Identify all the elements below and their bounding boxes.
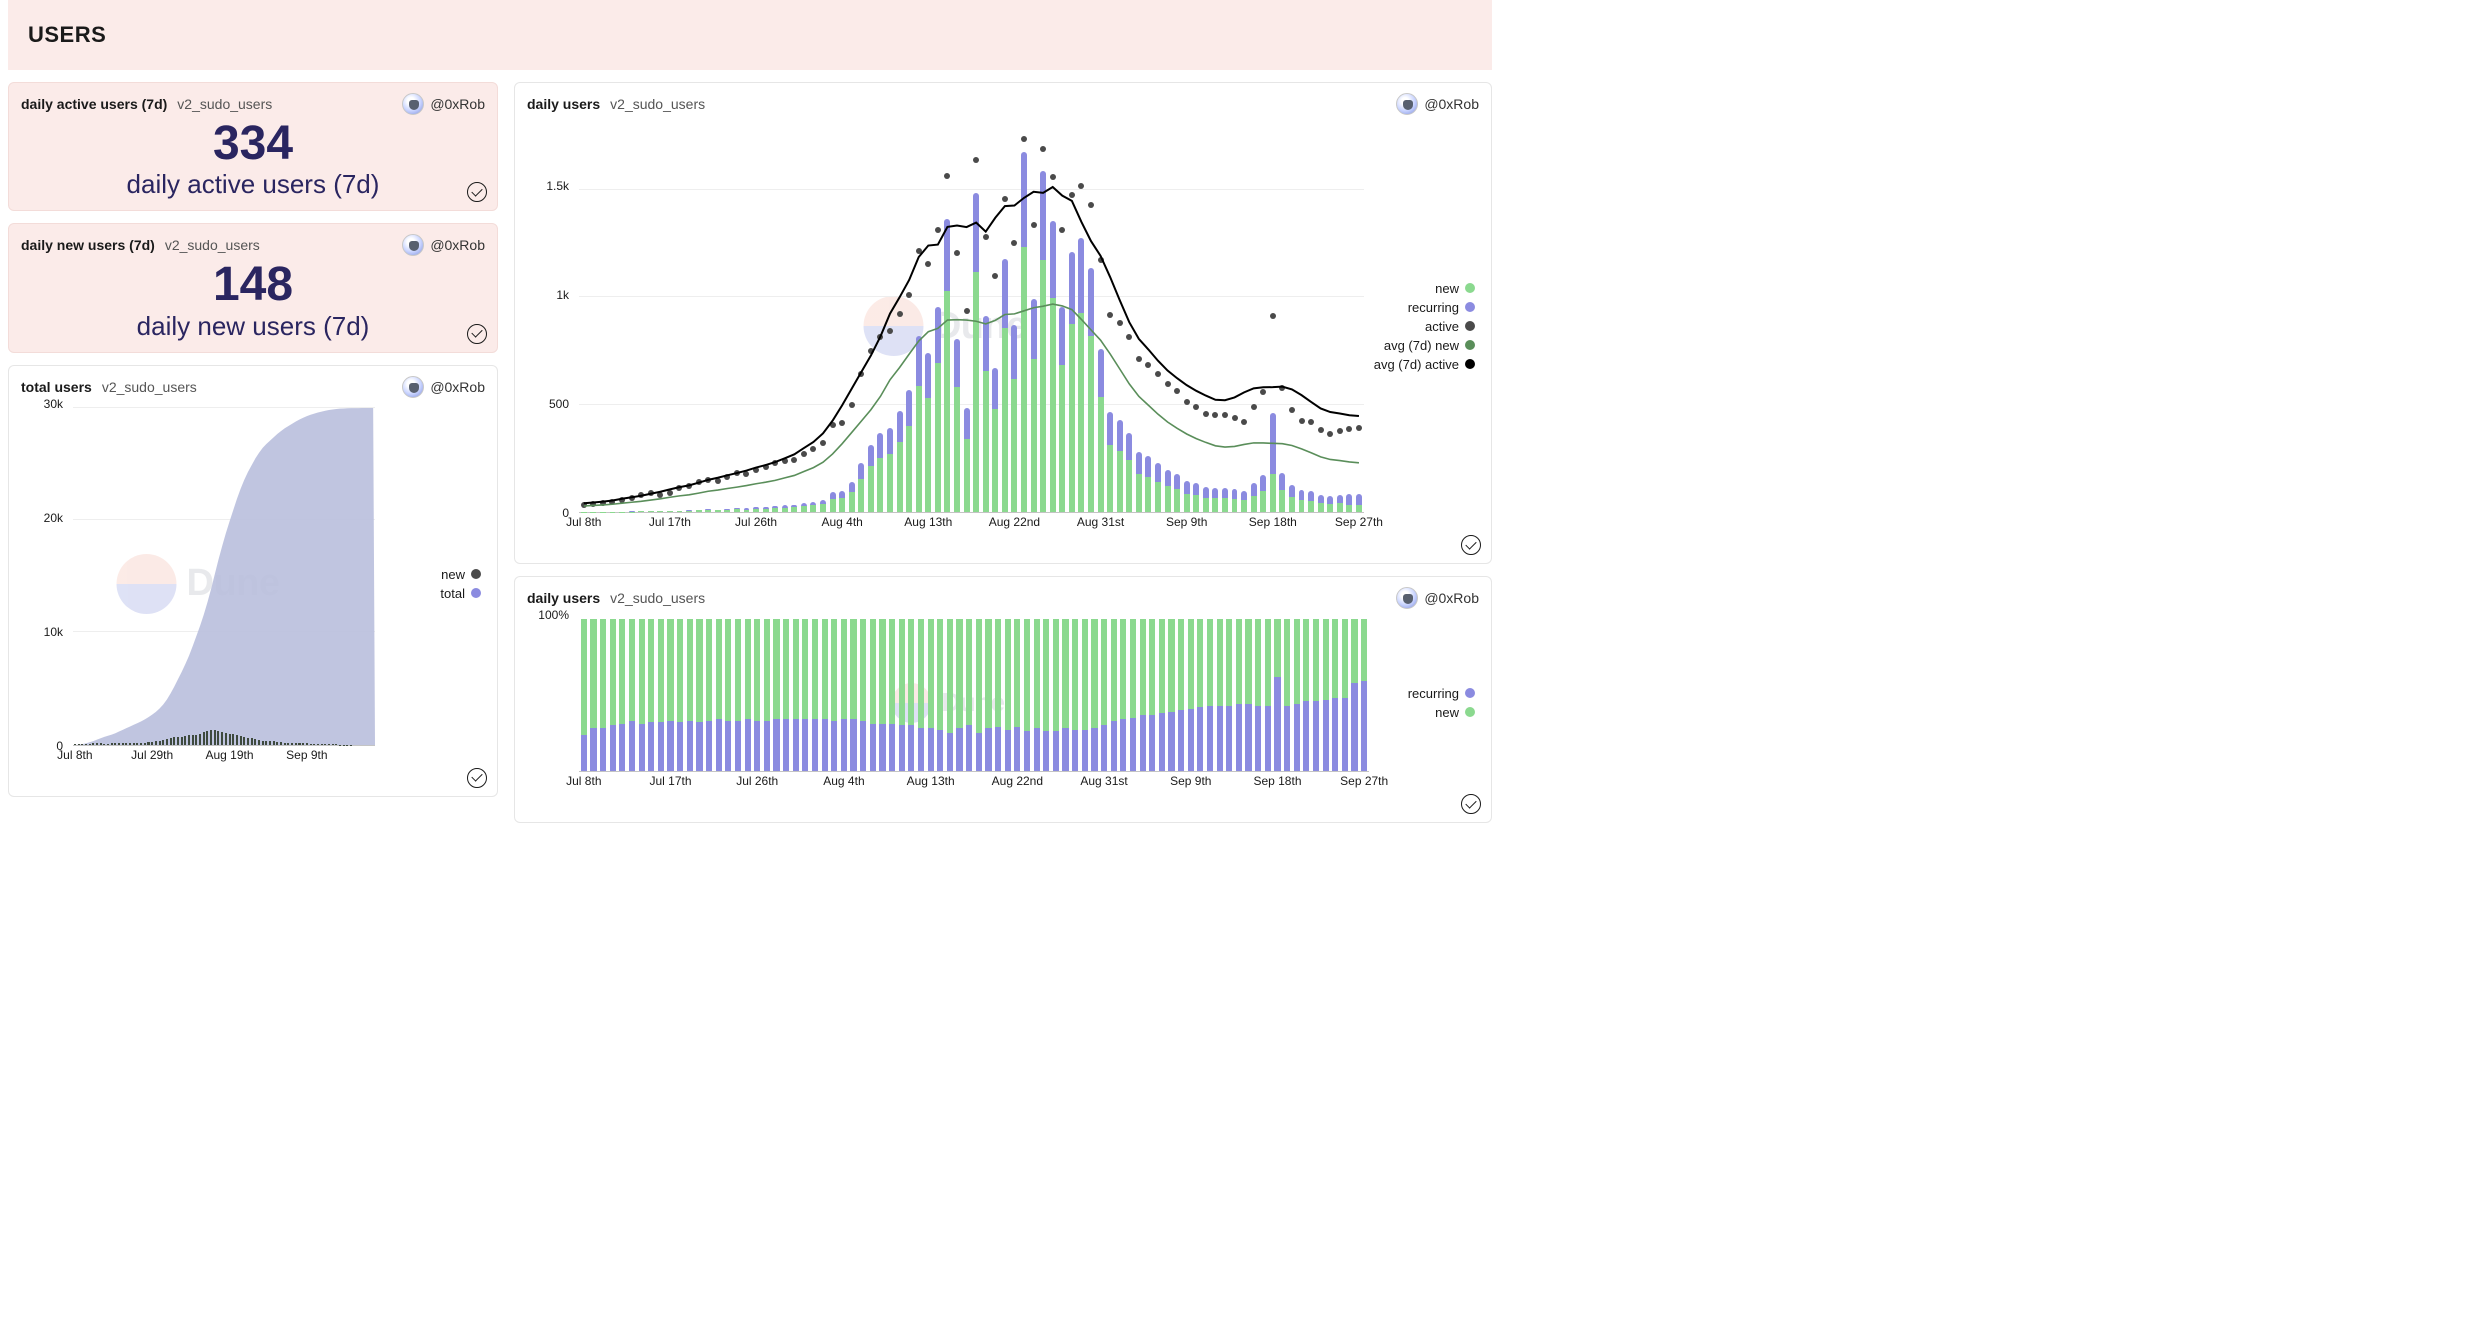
author-handle: @0xRob (430, 379, 485, 395)
legend: new total (385, 404, 485, 764)
legend-dot (1465, 302, 1475, 312)
stat-card-active-users: daily active users (7d) v2_sudo_users @0… (8, 82, 498, 211)
author-handle: @0xRob (1424, 96, 1479, 112)
card-author[interactable]: @0xRob (402, 376, 485, 398)
stat-label: daily new users (7d) (21, 311, 485, 342)
legend-dot (471, 588, 481, 598)
card-subtitle: v2_sudo_users (610, 96, 705, 112)
card-subtitle: v2_sudo_users (165, 237, 260, 253)
card-title: daily active users (7d) (21, 96, 167, 112)
card-subtitle: v2_sudo_users (610, 590, 705, 606)
avatar-icon (402, 376, 424, 398)
legend-dot (1465, 707, 1475, 717)
avatar-icon (1396, 587, 1418, 609)
legend-dot (1465, 688, 1475, 698)
stat-card-new-users: daily new users (7d) v2_sudo_users @0xRo… (8, 223, 498, 352)
card-title: daily users (527, 96, 600, 112)
legend-item[interactable]: new (1379, 705, 1475, 720)
legend-item[interactable]: new (1374, 281, 1475, 296)
daily-users-pct-chart: Dune 100%Jul 8thJul 17thJul 26thAug 4thA… (527, 615, 1369, 790)
section-banner: USERS (8, 0, 1492, 70)
card-subtitle: v2_sudo_users (177, 96, 272, 112)
author-handle: @0xRob (430, 237, 485, 253)
legend-dot (471, 569, 481, 579)
status-check-icon[interactable] (1461, 535, 1481, 555)
card-title: daily new users (7d) (21, 237, 155, 253)
avatar-icon (402, 234, 424, 256)
card-author[interactable]: @0xRob (402, 234, 485, 256)
legend-item[interactable]: avg (7d) new (1374, 338, 1475, 353)
legend-item[interactable]: recurring (1379, 686, 1475, 701)
card-title: daily users (527, 590, 600, 606)
status-check-icon[interactable] (467, 324, 487, 344)
legend-dot (1465, 283, 1475, 293)
card-subtitle: v2_sudo_users (102, 379, 197, 395)
avatar-icon (1396, 93, 1418, 115)
section-title: USERS (28, 22, 1476, 48)
stat-label: daily active users (7d) (21, 169, 485, 200)
status-check-icon[interactable] (467, 768, 487, 788)
legend-item[interactable]: avg (7d) active (1374, 357, 1475, 372)
legend-item[interactable]: total (385, 586, 481, 601)
legend: recurring new (1379, 615, 1479, 790)
daily-users-chart: Dune 05001k1.5kJul 8thJul 17thJul 26thAu… (527, 121, 1364, 531)
legend: new recurring active avg (7d) new avg (7d) a… (1374, 121, 1479, 531)
legend-item[interactable]: recurring (1374, 300, 1475, 315)
card-author[interactable]: @0xRob (402, 93, 485, 115)
legend-dot (1465, 321, 1475, 331)
legend-item[interactable]: active (1374, 319, 1475, 334)
author-handle: @0xRob (430, 96, 485, 112)
chart-card-daily-users: daily users v2_sudo_users @0xRob Dune 05… (514, 82, 1492, 564)
legend-dot (1465, 359, 1475, 369)
legend-item[interactable]: new (385, 567, 481, 582)
chart-card-daily-users-pct: daily users v2_sudo_users @0xRob Dune 10… (514, 576, 1492, 823)
card-title: total users (21, 379, 92, 395)
stat-value: 148 (21, 260, 485, 310)
avatar-icon (402, 93, 424, 115)
author-handle: @0xRob (1424, 590, 1479, 606)
stat-value: 334 (21, 119, 485, 169)
card-author[interactable]: @0xRob (1396, 587, 1479, 609)
legend-dot (1465, 340, 1475, 350)
status-check-icon[interactable] (1461, 794, 1481, 814)
total-users-chart: Dune 010k20k30kJul 8thJul 29thAug 19thSe… (21, 404, 375, 764)
chart-card-total-users: total users v2_sudo_users @0xRob Dune 01… (8, 365, 498, 797)
card-author[interactable]: @0xRob (1396, 93, 1479, 115)
